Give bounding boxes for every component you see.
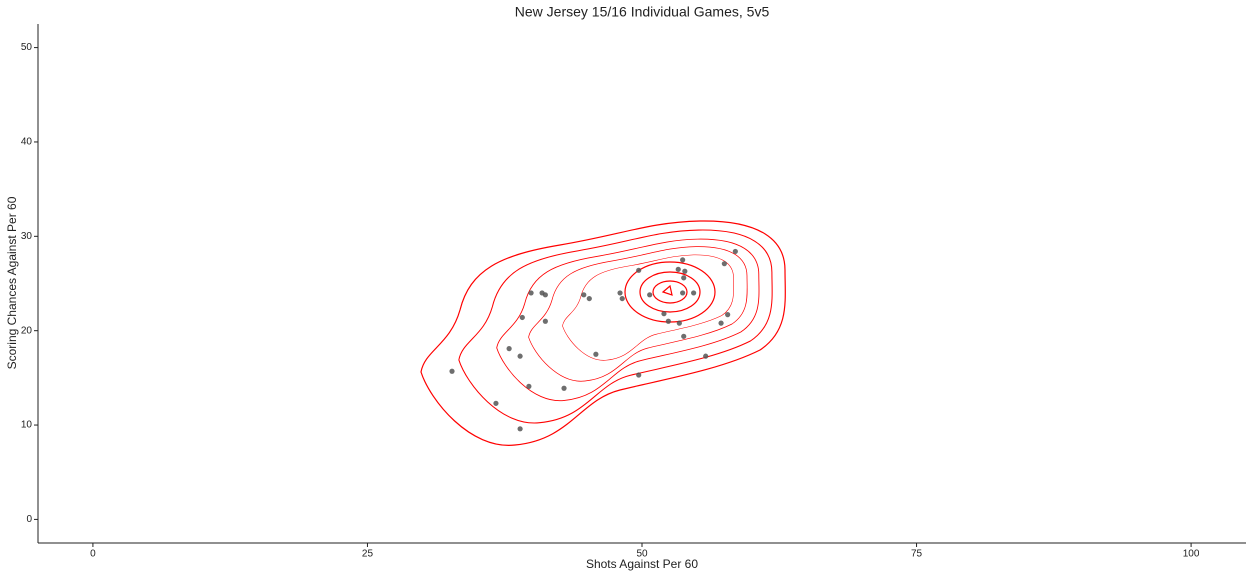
x-axis-title: Shots Against Per 60 xyxy=(586,557,698,571)
x-tick-label: 75 xyxy=(911,549,923,560)
point xyxy=(681,275,687,281)
point xyxy=(691,290,697,296)
x-tick-label: 50 xyxy=(636,549,648,560)
contour xyxy=(496,238,760,401)
contour xyxy=(458,229,773,424)
point xyxy=(676,320,682,326)
point xyxy=(506,346,512,352)
x-tick-label: 25 xyxy=(362,549,374,560)
point xyxy=(517,353,523,359)
contour xyxy=(639,271,701,313)
y-tick-label: 40 xyxy=(21,137,33,148)
point xyxy=(703,353,709,359)
point xyxy=(517,426,523,432)
point xyxy=(636,372,642,378)
contour xyxy=(420,220,786,446)
point xyxy=(617,290,623,296)
point xyxy=(619,295,625,302)
point xyxy=(542,292,548,298)
density-contours xyxy=(420,220,786,446)
contour xyxy=(652,280,688,304)
x-tick-label: 0 xyxy=(90,549,96,560)
point xyxy=(680,290,686,296)
point xyxy=(519,314,525,321)
contour xyxy=(661,284,673,296)
point xyxy=(680,257,686,263)
point xyxy=(493,400,499,406)
point xyxy=(725,312,731,318)
chart-title: New Jersey 15/16 Individual Games, 5v5 xyxy=(515,4,770,20)
point xyxy=(665,318,671,324)
point xyxy=(561,385,567,391)
y-axis-title: Scoring Chances Against Per 60 xyxy=(5,196,19,369)
point xyxy=(528,290,534,296)
point xyxy=(721,261,727,267)
point xyxy=(681,333,687,339)
y-tick-label: 30 xyxy=(21,231,33,242)
point xyxy=(581,292,587,298)
point xyxy=(636,267,642,273)
point xyxy=(675,266,681,272)
point xyxy=(718,320,724,326)
y-tick-label: 10 xyxy=(21,420,33,431)
y-tick-label: 0 xyxy=(26,514,32,525)
point xyxy=(682,268,688,274)
point xyxy=(542,318,548,324)
y-tick-label: 20 xyxy=(21,325,33,336)
point xyxy=(647,292,653,298)
contour xyxy=(528,246,748,382)
point xyxy=(526,383,532,389)
point xyxy=(732,248,738,255)
point xyxy=(449,368,455,374)
x-tick-label: 100 xyxy=(1183,549,1200,560)
y-tick-label: 50 xyxy=(21,42,33,53)
point xyxy=(661,311,667,317)
point xyxy=(593,351,599,357)
point xyxy=(586,295,592,302)
contour xyxy=(562,254,734,361)
